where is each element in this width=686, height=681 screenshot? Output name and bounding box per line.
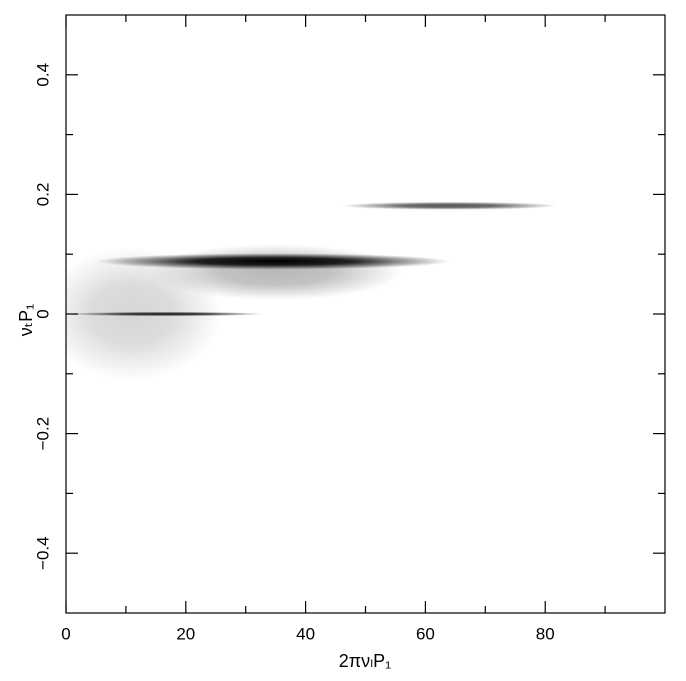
x-tick-label: 0 [61,624,70,643]
y-tick-label: −0.4 [33,536,52,570]
x-tick-label: 60 [416,624,435,643]
y-tick-label: 0.2 [33,183,52,207]
y-tick-label: 0 [33,309,52,318]
x-axis-label: 2πνₗP₁ [339,651,392,671]
y-tick-label: −0.2 [33,417,52,451]
x-tick-label: 20 [176,624,195,643]
density-band [66,311,264,317]
density-band [149,244,402,301]
density-band [341,201,558,210]
x-tick-label: 80 [536,624,555,643]
y-tick-label: 0.4 [33,63,52,87]
x-tick-label: 40 [296,624,315,643]
density-band [95,253,450,270]
plot-area [66,201,558,381]
y-axis-label: νₜP₁ [16,304,36,336]
